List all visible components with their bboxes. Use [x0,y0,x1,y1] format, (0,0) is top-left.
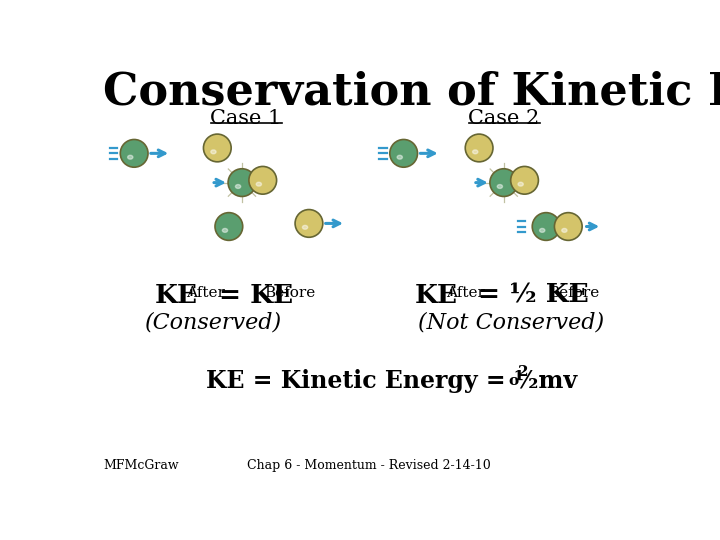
Text: KE = Kinetic Energy = ½mv: KE = Kinetic Energy = ½mv [206,369,577,393]
Ellipse shape [518,182,523,186]
Text: KE: KE [155,283,198,308]
Ellipse shape [498,185,503,188]
Text: Before: Before [264,286,315,300]
Ellipse shape [235,185,240,188]
Text: Conservation of Kinetic Energy?: Conservation of Kinetic Energy? [104,71,720,114]
Ellipse shape [127,156,133,159]
Circle shape [120,139,148,167]
Ellipse shape [222,228,228,232]
Text: After: After [446,286,485,300]
Text: KE: KE [415,283,458,308]
Text: Chap 6 - Momentum - Revised 2-14-10: Chap 6 - Momentum - Revised 2-14-10 [247,459,491,472]
Circle shape [490,168,518,197]
Circle shape [215,213,243,240]
Text: (Conserved): (Conserved) [145,312,282,334]
Text: After: After [186,286,225,300]
Circle shape [390,139,418,167]
Ellipse shape [472,150,478,154]
Text: (Not Conserved): (Not Conserved) [418,312,605,334]
Text: o: o [508,374,518,388]
Text: Before: Before [549,286,600,300]
Ellipse shape [562,228,567,232]
Circle shape [532,213,560,240]
Ellipse shape [302,225,307,229]
Circle shape [249,166,276,194]
Text: = ½ KE: = ½ KE [478,283,589,308]
Circle shape [554,213,582,240]
Text: MFMcGraw: MFMcGraw [104,459,179,472]
Circle shape [204,134,231,162]
Circle shape [228,168,256,197]
Text: = KE: = KE [219,283,293,308]
Circle shape [510,166,539,194]
Text: Case 2: Case 2 [468,110,539,129]
Circle shape [465,134,493,162]
Ellipse shape [256,182,261,186]
Circle shape [295,210,323,237]
Text: 2: 2 [518,365,529,379]
Ellipse shape [539,228,545,232]
Ellipse shape [397,156,402,159]
Ellipse shape [211,150,216,154]
Text: Case 1: Case 1 [210,110,282,129]
